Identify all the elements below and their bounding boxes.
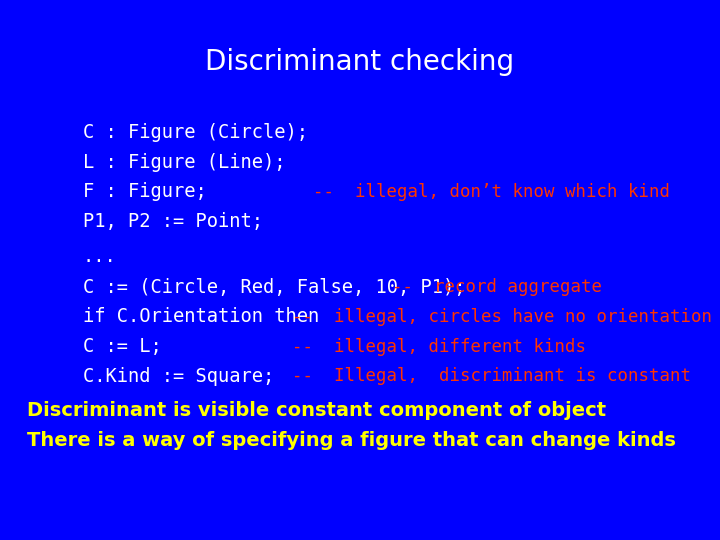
Text: ...: ... <box>83 247 117 266</box>
Text: --  record aggregate: -- record aggregate <box>392 278 603 296</box>
Text: C : Figure (Circle);: C : Figure (Circle); <box>83 123 308 142</box>
Text: --  illegal, circles have no orientation: -- illegal, circles have no orientation <box>292 308 711 326</box>
Text: if C.Orientation then: if C.Orientation then <box>83 307 319 327</box>
Text: P1, P2 := Point;: P1, P2 := Point; <box>83 212 263 231</box>
Text: L : Figure (Line);: L : Figure (Line); <box>83 152 285 172</box>
Text: --  illegal, different kinds: -- illegal, different kinds <box>292 338 585 356</box>
Text: C.Kind := Square;: C.Kind := Square; <box>83 367 274 386</box>
Text: C := (Circle, Red, False, 10, P1);: C := (Circle, Red, False, 10, P1); <box>83 278 465 297</box>
Text: There is a way of specifying a figure that can change kinds: There is a way of specifying a figure th… <box>27 430 676 450</box>
Text: Discriminant checking: Discriminant checking <box>205 48 515 76</box>
Text: --  Illegal,  discriminant is constant: -- Illegal, discriminant is constant <box>292 367 690 386</box>
Text: Discriminant is visible constant component of object: Discriminant is visible constant compone… <box>27 401 606 420</box>
Text: --  illegal, don’t know which kind: -- illegal, don’t know which kind <box>313 183 670 201</box>
Text: C := L;: C := L; <box>83 337 161 356</box>
Text: F : Figure;: F : Figure; <box>83 182 207 201</box>
